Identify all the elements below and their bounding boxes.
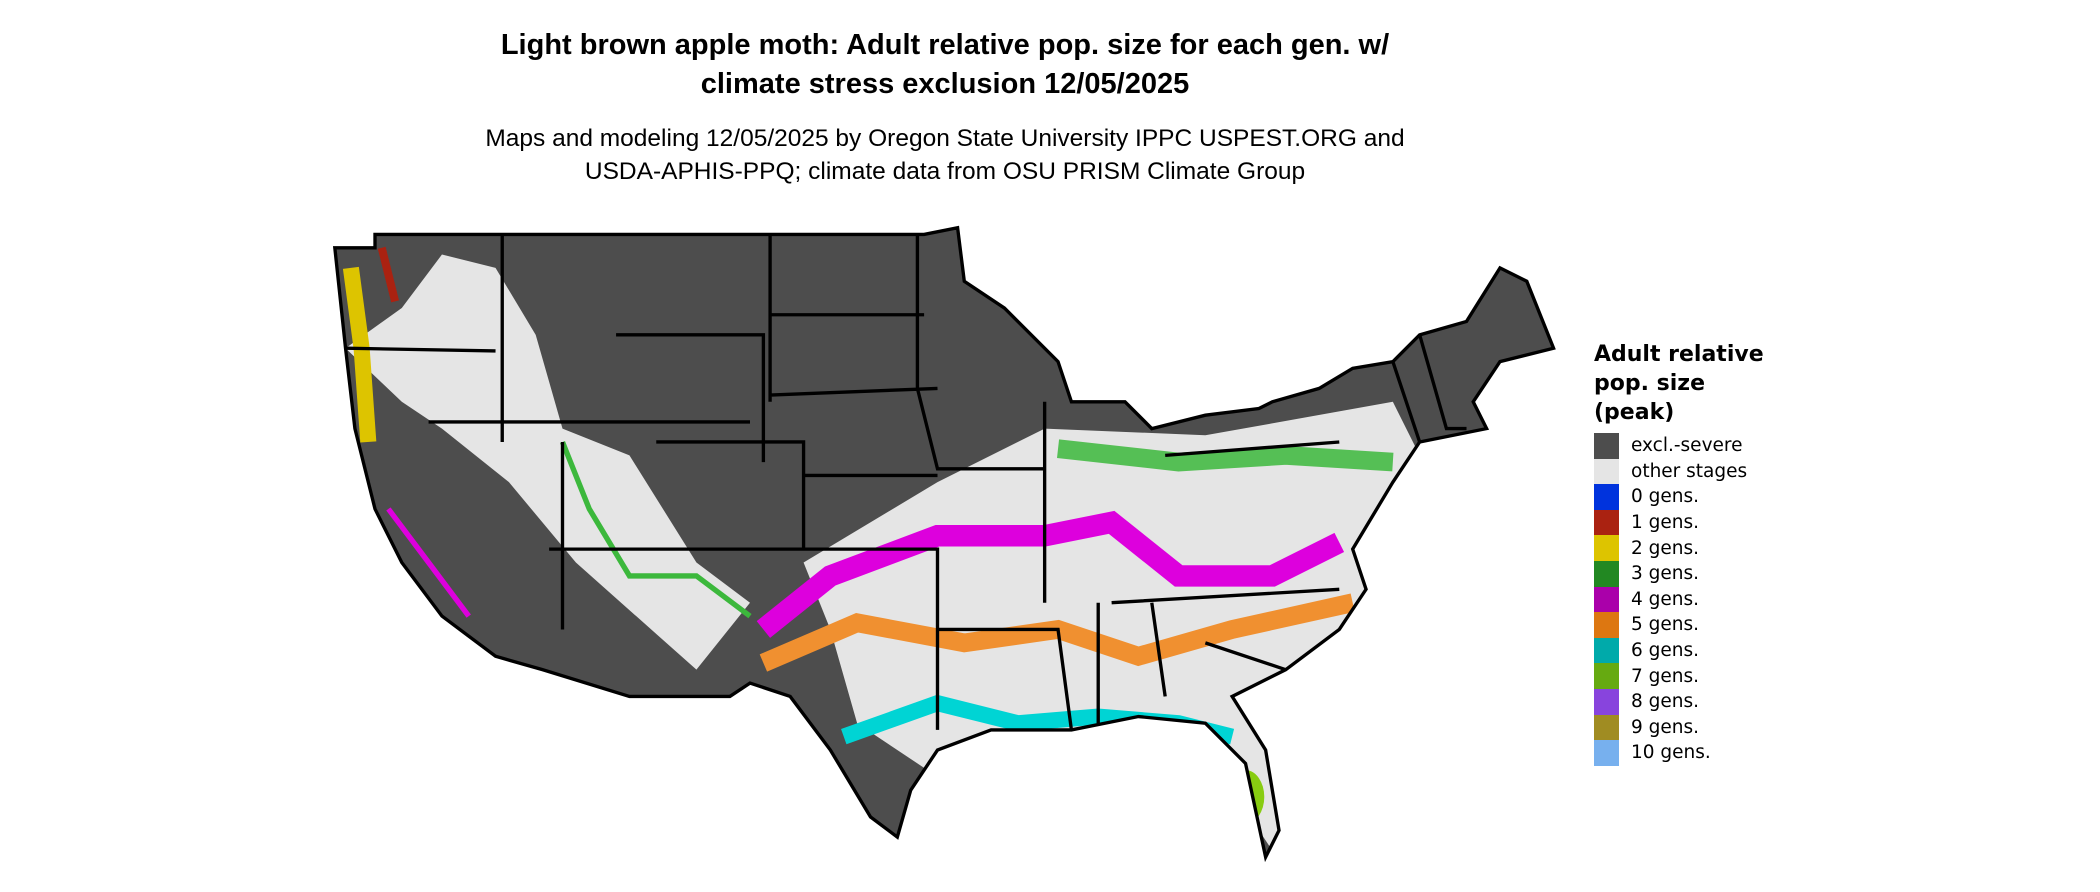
legend-swatch <box>1594 433 1619 459</box>
legend-swatch <box>1594 740 1619 766</box>
legend-swatch <box>1594 688 1619 715</box>
legend-title-line-3: (peak) <box>1594 400 1675 425</box>
band-3-gens <box>1057 439 1394 472</box>
legend-label: 6 gens. <box>1631 640 1700 662</box>
legend-item: excl.-severe <box>1594 433 1794 459</box>
legend-item: other stages <box>1594 458 1794 485</box>
legend-label: 4 gens. <box>1631 588 1700 610</box>
legend-swatch <box>1594 535 1619 561</box>
band-4-gens <box>756 510 1345 638</box>
legend: Adult relative pop. size (peak) excl.-se… <box>1594 340 1794 766</box>
legend-label: excl.-severe <box>1631 435 1743 457</box>
legend-label: 5 gens. <box>1631 614 1700 636</box>
legend-item: 5 gens. <box>1594 612 1794 638</box>
legend-item: 9 gens. <box>1594 714 1794 741</box>
legend-swatch <box>1594 663 1619 689</box>
band-3-gens-west <box>560 440 752 619</box>
legend-title-line-2: pop. size <box>1594 371 1705 396</box>
legend-swatch <box>1594 612 1619 638</box>
legend-item: 2 gens. <box>1594 535 1794 561</box>
legend-item: 3 gens. <box>1594 560 1794 587</box>
map-subtitle: Maps and modeling 12/05/2025 by Oregon S… <box>0 122 1890 188</box>
legend-swatch <box>1594 637 1619 664</box>
legend-title: Adult relative pop. size (peak) <box>1594 340 1794 427</box>
title-line-2: climate stress exclusion 12/05/2025 <box>700 68 1190 100</box>
legend-swatch <box>1594 714 1619 741</box>
legend-item: 7 gens. <box>1594 663 1794 689</box>
title-line-1: Light brown apple moth: Adult relative p… <box>500 29 1390 61</box>
subtitle-line-1: Maps and modeling 12/05/2025 by Oregon S… <box>485 125 1405 152</box>
legend-item: 10 gens. <box>1594 740 1794 766</box>
state-borders <box>333 226 1556 859</box>
legend-label: 1 gens. <box>1631 512 1700 534</box>
legend-swatch <box>1594 509 1619 536</box>
legend-label: 8 gens. <box>1631 691 1700 713</box>
subtitle-line-2: USDA-APHIS-PPQ; climate data from OSU PR… <box>584 158 1306 185</box>
legend-label: 0 gens. <box>1631 486 1700 508</box>
legend-items: excl.-severe other stages 0 gens. 1 gens. 2 … <box>1594 433 1794 766</box>
band-4-gens-west <box>386 507 471 618</box>
band-1-gens <box>377 246 399 303</box>
legend-label: 2 gens. <box>1631 537 1700 559</box>
legend-label: 9 gens. <box>1631 716 1700 738</box>
legend-swatch <box>1594 560 1619 587</box>
legend-swatch <box>1594 586 1619 613</box>
legend-item: 0 gens. <box>1594 484 1794 510</box>
legend-swatch <box>1594 484 1619 510</box>
other-stages-area-west <box>345 254 750 670</box>
legend-item: 1 gens. <box>1594 509 1794 536</box>
legend-title-line-1: Adult relative <box>1594 342 1764 367</box>
legend-item: 4 gens. <box>1594 586 1794 613</box>
legend-item: 6 gens. <box>1594 637 1794 664</box>
band-7-gens-florida <box>1226 770 1265 824</box>
legend-label: 7 gens. <box>1631 665 1700 687</box>
legend-label: 10 gens. <box>1631 742 1711 764</box>
legend-label: 3 gens. <box>1631 563 1700 585</box>
legend-item: 8 gens. <box>1594 688 1794 715</box>
map-title: Light brown apple moth: Adult relative p… <box>0 26 1890 104</box>
legend-label: other stages <box>1631 460 1748 482</box>
legend-swatch <box>1594 458 1619 485</box>
